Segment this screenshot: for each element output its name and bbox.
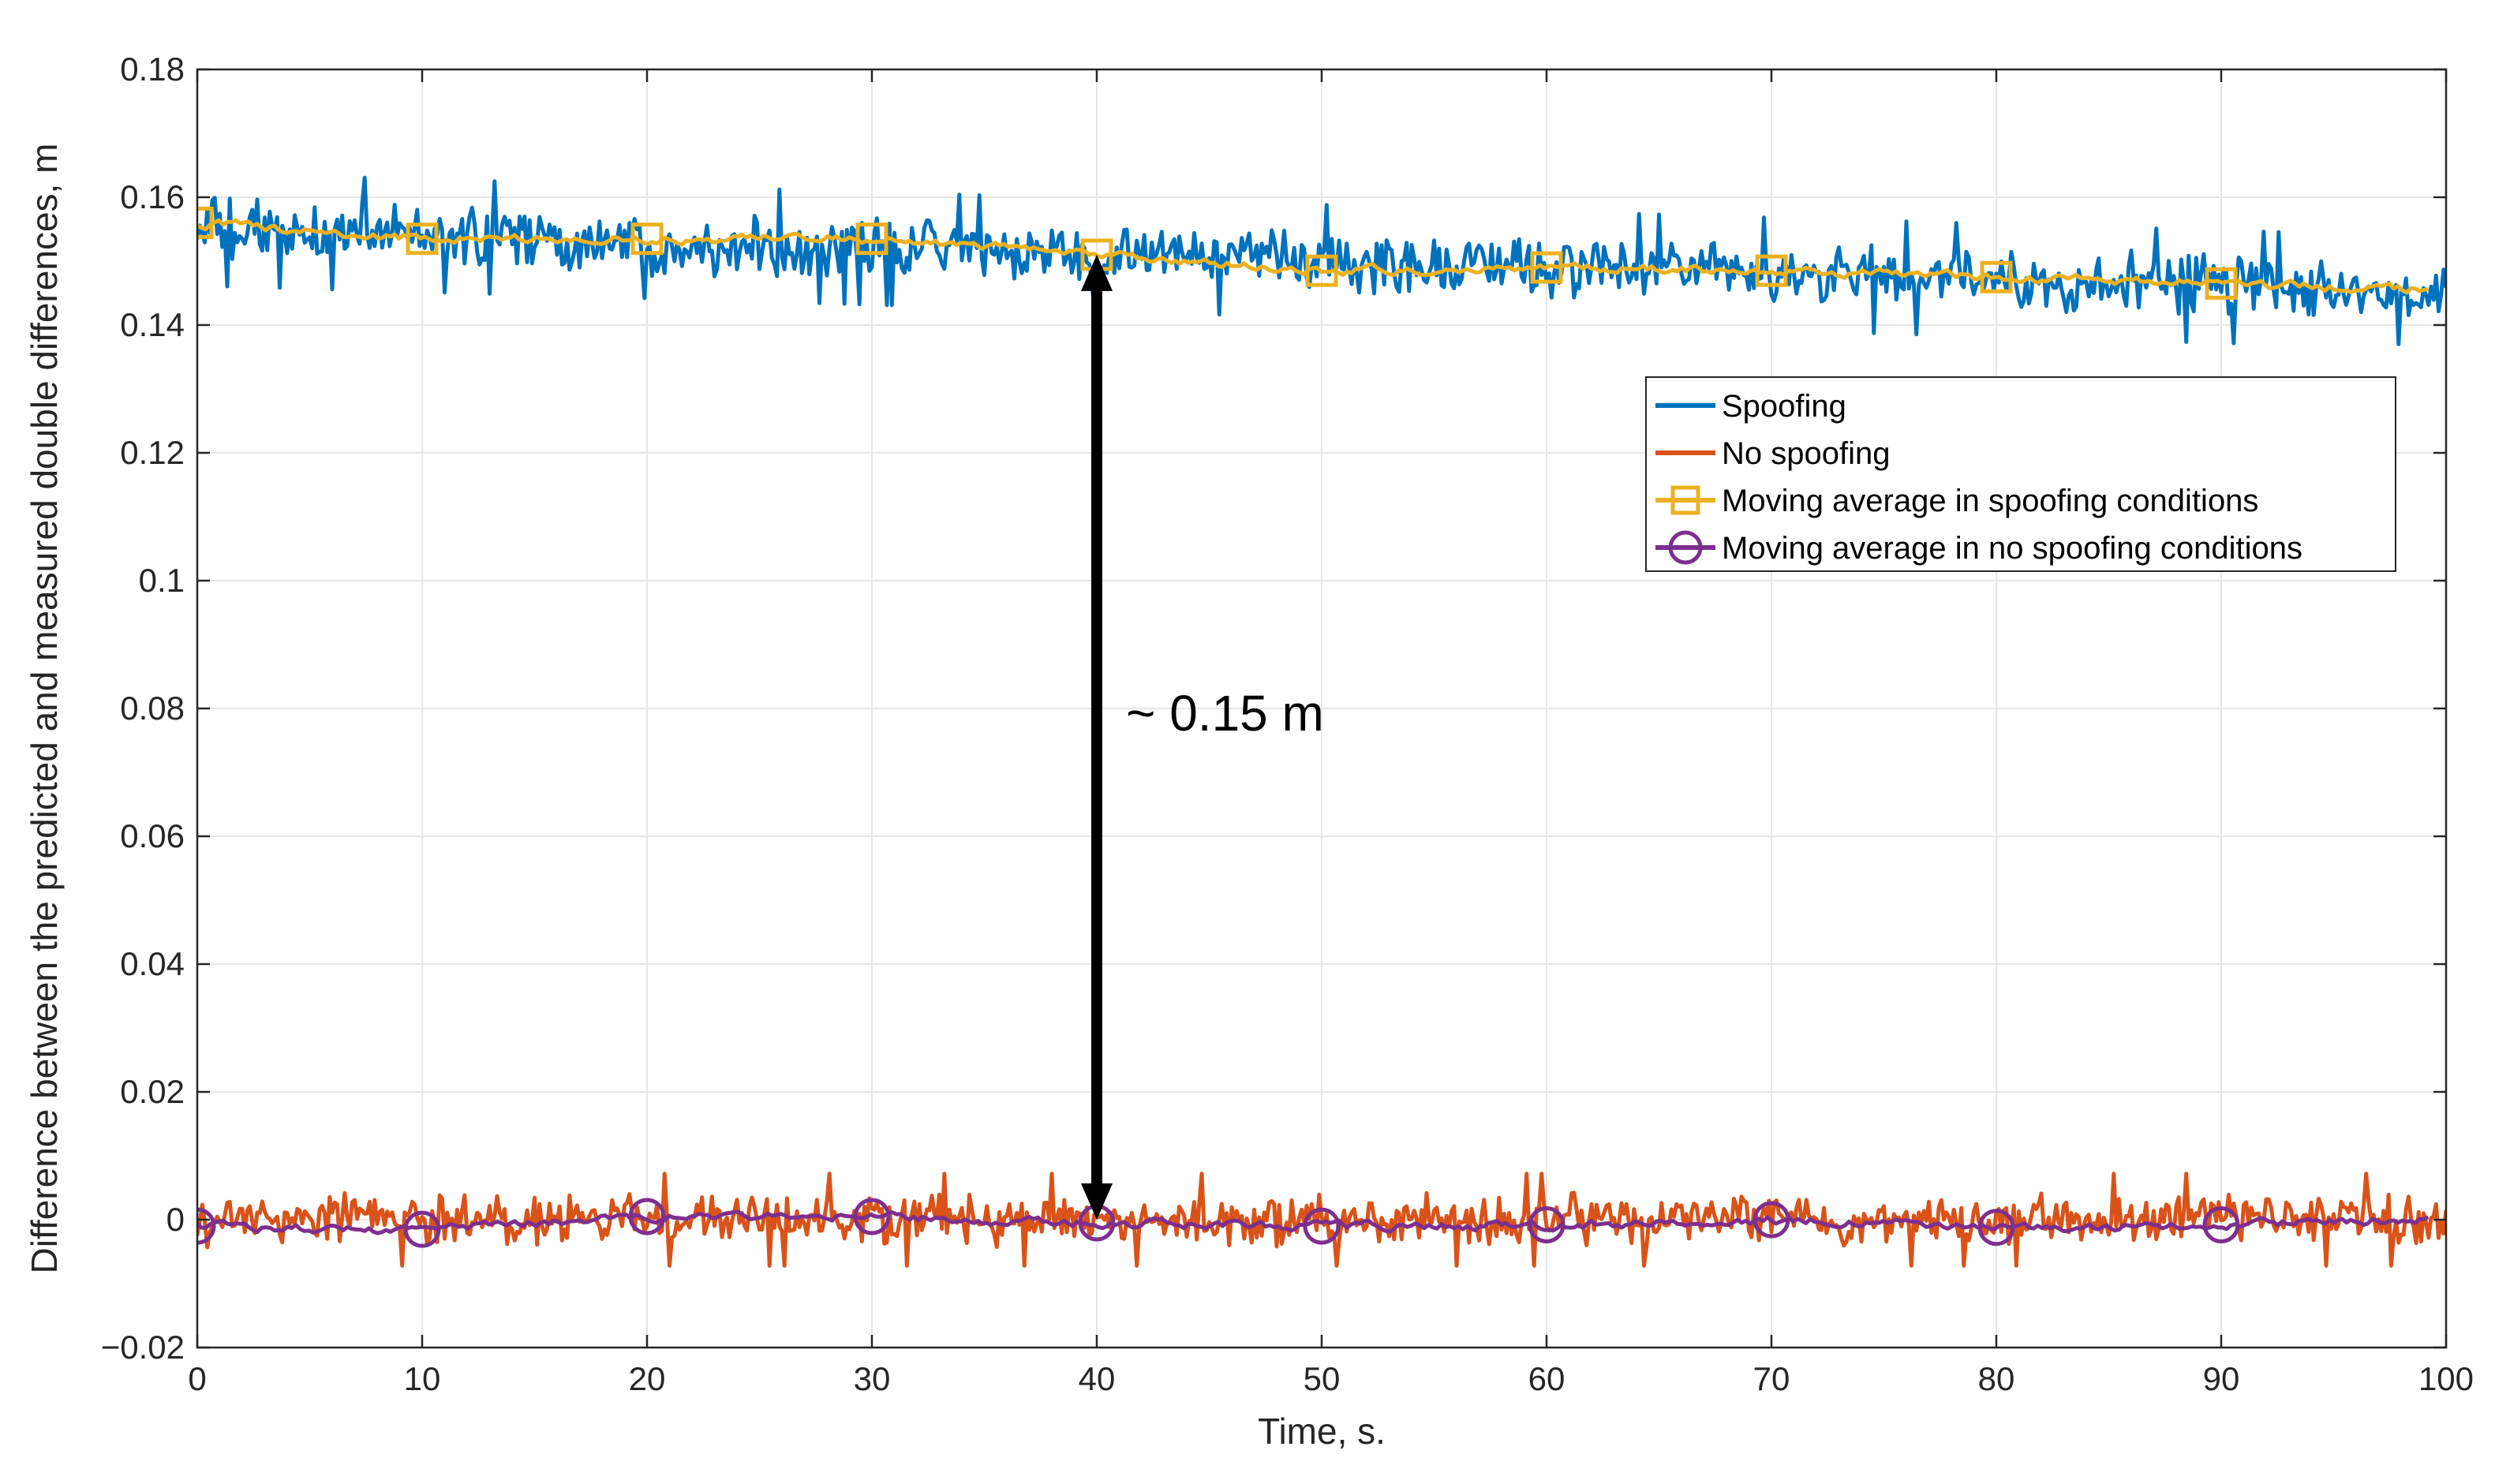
series-line-moving-average-in-spoofing-conditions xyxy=(197,218,2429,295)
annotation-arrowhead-down xyxy=(1081,1183,1113,1220)
axes: 0 10 20 30 40 50 60 70 80 90 100−0.0200.020.040.06… xyxy=(24,50,2474,1452)
x-tick-label: 80 xyxy=(1978,1360,2015,1397)
x-tick-label: 0 xyxy=(188,1360,206,1397)
data-point-circle-marker xyxy=(1303,1207,1341,1245)
y-tick-label: 0.08 xyxy=(120,690,185,727)
annotation-group: ~ 0.15 m xyxy=(1081,254,1324,1220)
x-tick-label: 20 xyxy=(629,1360,666,1397)
legend: Spoofing No spoofing Moving average in spo… xyxy=(1645,376,2396,572)
data-point-square-marker xyxy=(1980,260,2013,293)
series-line-no-spoofing xyxy=(197,1172,2446,1268)
data-point-circle-marker xyxy=(1752,1201,1790,1239)
y-tick-label: 0.04 xyxy=(120,945,185,982)
annotation-label: ~ 0.15 m xyxy=(1126,685,1324,742)
series-line-moving-average-in-no-spoofing-conditions xyxy=(197,1209,2430,1235)
data-point-square-marker xyxy=(855,222,888,256)
x-tick-label: 30 xyxy=(854,1360,891,1397)
legend-label-moving-average-in-no-spoofing-conditions: Moving average in no spoofing conditions xyxy=(1722,531,2302,566)
data-point-circle-marker xyxy=(197,1207,216,1245)
x-tick-label: 40 xyxy=(1079,1360,1116,1397)
data-point-square-marker xyxy=(2205,267,2238,300)
series-group xyxy=(197,175,2446,1268)
x-tick-label: 90 xyxy=(2203,1360,2240,1397)
x-tick-label: 70 xyxy=(1753,1360,1790,1397)
data-point-circle-marker xyxy=(1977,1209,2015,1247)
y-tick-label: 0.16 xyxy=(120,178,185,215)
legend-label-spoofing: Spoofing xyxy=(1722,389,1846,424)
y-axis-title: Difference between the predicted and mea… xyxy=(24,144,65,1274)
y-tick-label: −0.02 xyxy=(101,1329,185,1366)
data-point-square-marker xyxy=(1305,254,1338,287)
data-point-square-marker xyxy=(1530,251,1563,284)
data-point-circle-marker xyxy=(1528,1206,1565,1243)
data-point-circle-marker xyxy=(2202,1206,2240,1243)
legend-marker-circle xyxy=(1668,530,1703,565)
x-tick-label: 100 xyxy=(2418,1360,2474,1397)
data-point-circle-marker xyxy=(853,1198,891,1235)
y-tick-label: 0.06 xyxy=(120,817,185,854)
data-point-square-marker xyxy=(1755,254,1788,287)
x-tick-label: 60 xyxy=(1528,1360,1565,1397)
legend-label-no-spoofing: No spoofing xyxy=(1722,436,1890,471)
y-tick-label: 0 xyxy=(166,1201,185,1238)
data-point-square-marker xyxy=(406,222,439,256)
legend-label-moving-average-in-spoofing-conditions: Moving average in spoofing conditions xyxy=(1722,484,2258,518)
annotation-arrowhead-up xyxy=(1081,254,1113,291)
y-tick-label: 0.12 xyxy=(120,434,185,471)
y-tick-label: 0.18 xyxy=(120,50,185,88)
data-point-square-marker xyxy=(197,206,214,239)
y-tick-label: 0.02 xyxy=(120,1073,185,1110)
data-point-circle-marker xyxy=(403,1210,441,1248)
data-point-square-marker xyxy=(630,222,664,256)
x-tick-label: 10 xyxy=(404,1360,441,1397)
x-axis-title: Time, s. xyxy=(1258,1411,1386,1452)
x-tick-label: 50 xyxy=(1304,1360,1341,1397)
legend-marker-square xyxy=(1670,485,1700,515)
y-tick-label: 0.14 xyxy=(120,306,185,343)
y-tick-label: 0.1 xyxy=(139,562,185,599)
data-point-circle-marker xyxy=(628,1198,666,1235)
legend-box xyxy=(1645,376,2396,572)
